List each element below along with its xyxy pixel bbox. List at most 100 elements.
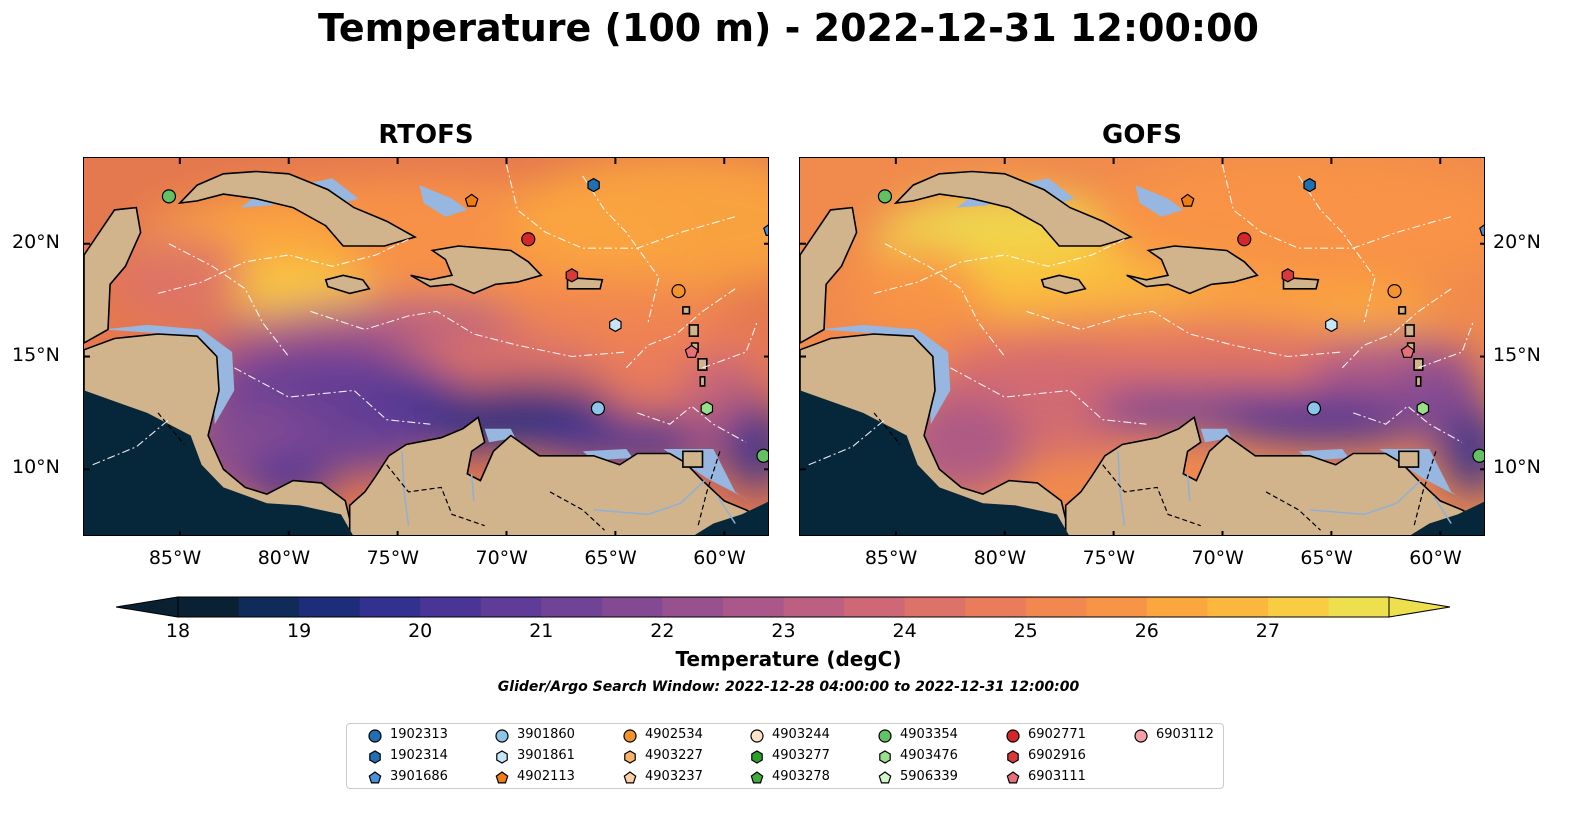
eez-boundary — [1353, 405, 1463, 443]
legend-label: 4903237 — [645, 769, 703, 784]
land-trinidad — [682, 450, 704, 468]
lat-tick-label-right: 10°N — [1493, 456, 1541, 479]
float-marker-4902113 — [464, 193, 479, 207]
land-trinidad — [1398, 450, 1420, 468]
land-lesser2 — [688, 324, 699, 337]
masked-region — [84, 390, 353, 535]
land-yucatan — [84, 206, 142, 344]
temperature-patch — [1440, 406, 1484, 497]
colorbar-segment — [662, 597, 724, 617]
land-lesser4 — [697, 358, 708, 371]
colorbar-segment — [480, 597, 542, 617]
country-border — [697, 451, 721, 526]
map-rtofs — [83, 157, 769, 536]
river — [470, 473, 475, 501]
legend-marker-icon — [878, 729, 892, 743]
colorbar-segment — [299, 597, 361, 617]
legend-label: 1902314 — [390, 748, 448, 763]
river — [717, 495, 736, 524]
river — [1309, 480, 1422, 516]
country-border — [1102, 464, 1201, 527]
legend-marker — [1006, 771, 1020, 784]
land-lesser2 — [1404, 324, 1415, 337]
lon-tick-label: 75°W — [366, 547, 420, 569]
colorbar-tick-label: 23 — [771, 620, 796, 642]
lon-tick-label: 75°W — [1082, 547, 1136, 569]
legend-marker — [750, 771, 764, 784]
legend-label: 4903278 — [772, 769, 830, 784]
float-legend: 1902313 1902314 3901686 3901860 3901861 49021… — [346, 723, 1224, 789]
colorbar-segment — [1146, 597, 1208, 617]
legend-item-4903354: 4903354 — [878, 727, 958, 743]
country-border — [386, 464, 485, 527]
legend-label: 6902916 — [1028, 748, 1086, 763]
float-marker-6903111 — [1400, 344, 1415, 358]
lon-tick-label: 60°W — [693, 547, 746, 569]
legend-marker — [1007, 750, 1019, 764]
legend-label: 4902113 — [517, 769, 575, 784]
figure-title: Temperature (100 m) - 2022-12-31 12:00:0… — [317, 6, 1259, 50]
colorbar-segment — [238, 597, 300, 617]
float-marker-6902771 — [1237, 232, 1252, 247]
legend-item-6902771: 6902771 — [1006, 727, 1086, 743]
legend-marker-icon — [369, 750, 381, 764]
float-marker-3901686 — [763, 224, 768, 237]
legend-marker-icon — [751, 750, 763, 764]
eez-boundary — [873, 238, 1125, 294]
land-cuba — [177, 170, 418, 247]
legend-item-3901861: 3901861 — [496, 748, 575, 764]
river — [1186, 473, 1191, 501]
legend-marker — [496, 750, 508, 764]
land-southam — [1064, 416, 1484, 535]
legend-marker — [368, 729, 382, 743]
shallow-shelf — [419, 185, 468, 217]
legend-marker-icon — [368, 729, 382, 743]
map-rtofs-svg — [84, 158, 768, 535]
float-marker-6903111 — [684, 344, 699, 358]
legend-marker-icon — [1006, 729, 1020, 743]
land-lesser4 — [1413, 358, 1424, 371]
legend-marker-icon — [750, 729, 764, 743]
legend-item-6902916: 6902916 — [1007, 748, 1086, 764]
legend-item-6903111: 6903111 — [1006, 769, 1086, 784]
legend-label: 4903354 — [900, 727, 958, 742]
land-jamaica — [1040, 274, 1087, 295]
lat-tick-label-left: 10°N — [12, 456, 60, 479]
legend-marker-icon — [750, 771, 764, 784]
shallow-shelf — [1135, 185, 1184, 217]
colorbar-segment — [1086, 597, 1148, 617]
lat-tick-label-right: 15°N — [1493, 343, 1541, 366]
legend-label: 4902534 — [645, 727, 703, 742]
lat-tick-label-left: 20°N — [12, 230, 60, 253]
land-jamaica — [324, 274, 371, 295]
lon-tick-label: 85°W — [148, 547, 202, 569]
legend-label: 4903244 — [772, 727, 830, 742]
land-yucatan — [800, 206, 858, 344]
lat-tick-label-left: 15°N — [12, 343, 60, 366]
colorbar-tick-label: 20 — [408, 620, 433, 642]
legend-marker — [623, 771, 637, 784]
eez-boundary — [637, 405, 747, 443]
legend-label: 3901861 — [517, 748, 575, 763]
float-marker-6902916 — [1281, 268, 1295, 283]
legend-marker — [369, 750, 381, 764]
land-cuba — [893, 170, 1134, 247]
country-border — [549, 491, 605, 531]
legend-marker-icon — [623, 729, 637, 743]
legend-item-4903277: 4903277 — [751, 748, 830, 764]
colorbar-segment — [722, 597, 784, 617]
legend-marker-icon — [496, 750, 508, 764]
lon-tick-label: 70°W — [475, 547, 528, 569]
legend-marker — [368, 771, 382, 784]
colorbar-segment — [601, 597, 663, 617]
legend-marker — [623, 729, 637, 743]
float-marker-3901861 — [609, 317, 622, 333]
legend-label: 3901860 — [517, 727, 575, 742]
eez-boundary — [1026, 310, 1343, 358]
colorbar-tick-label: 22 — [650, 620, 675, 642]
colorbar-tick-label: 18 — [165, 620, 191, 642]
eez-boundary — [884, 243, 1006, 357]
legend-marker-icon — [495, 729, 509, 743]
colorbar-segment — [178, 597, 240, 617]
colorbar-segment — [359, 597, 421, 617]
